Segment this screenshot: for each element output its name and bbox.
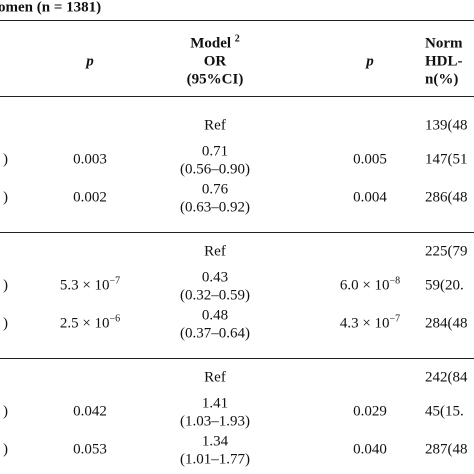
header-p: p (86, 53, 94, 70)
p-value: 0.005 (353, 151, 387, 168)
rule (0, 358, 474, 359)
confidence-interval: (0.63–0.92) (180, 199, 250, 216)
row-label: ) (3, 277, 8, 294)
odds-ratio: 0.71 (201, 143, 229, 160)
p-value: 0.003 (73, 151, 107, 168)
header-p: p (366, 53, 374, 70)
odds-ratio: 0.43 (201, 269, 229, 286)
header-hdl: HDL- (425, 53, 463, 70)
table-title: omen (n = 1381) (0, 0, 102, 16)
row-label: ) (3, 441, 8, 458)
header-ci: (95%CI) (186, 71, 244, 88)
confidence-interval: (0.56–0.90) (180, 161, 250, 178)
header-or: OR (203, 53, 227, 70)
p-value: 2.5 × 10−6 (59, 313, 121, 332)
odds-ratio: 1.34 (201, 433, 229, 450)
row-label: ) (3, 151, 8, 168)
p-value: 0.004 (353, 189, 387, 206)
p-value: 0.053 (73, 441, 107, 458)
header-model: Model 2 (190, 33, 240, 52)
header-model-sup: 2 (234, 33, 240, 45)
odds-ratio: 0.48 (201, 307, 229, 324)
p-exp: −7 (109, 275, 121, 287)
p-base: 6.0 × 10 (339, 277, 390, 294)
p-exp: −8 (389, 275, 401, 287)
p-value: 5.3 × 10−7 (59, 275, 121, 294)
p-exp: −7 (389, 313, 401, 325)
row-label: ) (3, 189, 8, 206)
rule (0, 20, 474, 21)
p-base: 4.3 × 10 (339, 315, 390, 332)
confidence-interval: (1.03–1.93) (180, 413, 250, 430)
p-base: 5.3 × 10 (59, 277, 110, 294)
odds-ratio: Ref (204, 243, 226, 260)
confidence-interval: (0.37–0.64) (180, 325, 250, 342)
p-exp: −6 (109, 313, 121, 325)
count: 284(48 (425, 315, 468, 332)
odds-ratio: 1.41 (201, 395, 229, 412)
count: 286(48 (425, 189, 468, 206)
odds-ratio: Ref (204, 369, 226, 386)
header-n: n(%) (425, 71, 459, 88)
p-base: 2.5 × 10 (59, 315, 110, 332)
odds-ratio: 0.76 (201, 181, 229, 198)
p-value: 0.002 (73, 189, 107, 206)
count: 147(51 (425, 151, 468, 168)
p-value: 4.3 × 10−7 (339, 313, 401, 332)
p-value: 0.040 (353, 441, 387, 458)
confidence-interval: (1.01–1.77) (180, 451, 250, 468)
count: 139(48 (425, 117, 468, 134)
p-value: 0.029 (353, 403, 387, 420)
count: 59(20. (425, 277, 464, 294)
header-norm: Norm (425, 35, 463, 52)
row-label: ) (3, 403, 8, 420)
row-label: ) (3, 315, 8, 332)
p-value: 0.042 (73, 403, 107, 420)
count: 225(79 (425, 243, 468, 260)
confidence-interval: (0.32–0.59) (180, 287, 250, 304)
count: 45(15. (425, 403, 464, 420)
header-model-text: Model (190, 35, 232, 52)
rule (0, 96, 474, 97)
count: 287(48 (425, 441, 468, 458)
p-value: 6.0 × 10−8 (339, 275, 401, 294)
odds-ratio: Ref (204, 117, 226, 134)
rule (0, 232, 474, 233)
count: 242(84 (425, 369, 468, 386)
